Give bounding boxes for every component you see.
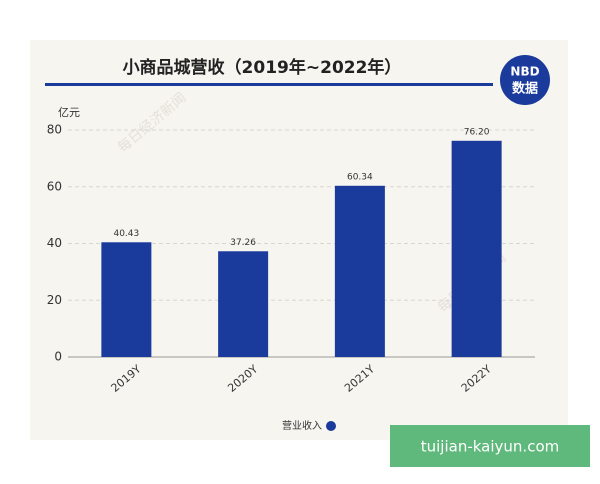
value-label: 60.34 — [347, 172, 373, 182]
bar — [451, 140, 502, 357]
value-label: 40.43 — [113, 229, 139, 239]
y-tick-label: 20 — [47, 293, 62, 307]
y-unit: 亿元 — [58, 106, 80, 119]
logo-badge — [500, 55, 550, 105]
overlay-box — [390, 425, 590, 467]
value-label: 37.26 — [230, 238, 256, 248]
bar — [334, 185, 385, 357]
logo-text: 数据 — [512, 81, 538, 97]
y-tick-label: 40 — [47, 236, 62, 250]
y-tick-label: 0 — [54, 350, 62, 364]
bar — [218, 251, 269, 357]
legend-marker — [326, 421, 336, 431]
overlay-text: tuijian-kaiyun.com — [421, 438, 559, 456]
y-tick-label: 80 — [47, 123, 62, 137]
title-rule — [45, 83, 493, 86]
bar — [101, 242, 152, 357]
chart-title: 小商品城营收（2019年~2022年） — [123, 57, 402, 78]
y-tick-label: 60 — [47, 179, 62, 193]
value-label: 76.20 — [464, 127, 490, 137]
legend-label: 营业收入 — [282, 419, 322, 432]
logo-text: NBD — [510, 65, 539, 79]
